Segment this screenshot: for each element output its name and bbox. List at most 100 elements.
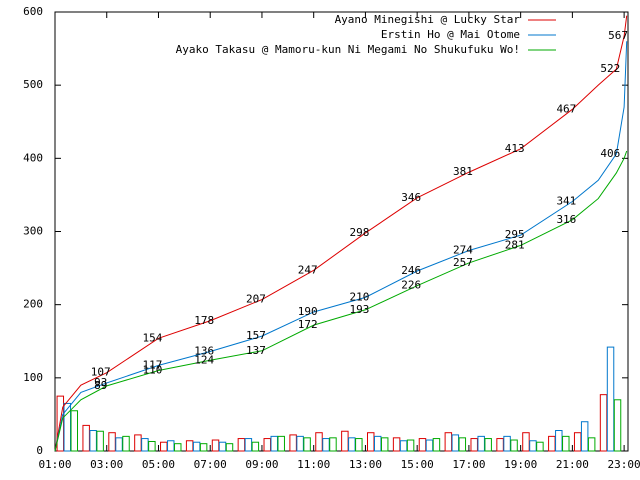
- hourly-bar: [303, 437, 311, 452]
- hourly-bar: [496, 438, 504, 452]
- data-label: 93: [94, 376, 107, 389]
- hourly-bar: [470, 438, 478, 452]
- data-label: 178: [194, 314, 214, 327]
- y-tick-label: 400: [23, 151, 43, 164]
- hourly-bar: [425, 439, 434, 452]
- hourly-bar: [218, 441, 227, 452]
- data-label: 193: [349, 303, 369, 316]
- data-label: 246: [401, 264, 421, 277]
- hourly-bar: [89, 430, 97, 452]
- data-label: 124: [194, 353, 214, 366]
- hourly-bar: [580, 421, 589, 452]
- hourly-bar: [174, 443, 182, 452]
- hourly-bar: [225, 443, 234, 452]
- legend-label: Ayako Takasu @ Mamoru-kun Ni Megami No S…: [176, 43, 520, 56]
- x-tick-label: 13:00: [349, 458, 382, 471]
- x-tick-label: 05:00: [142, 458, 175, 471]
- hourly-bar: [329, 437, 337, 452]
- hourly-bar: [418, 438, 427, 452]
- x-tick-label: 23:00: [608, 458, 640, 471]
- data-label: 207: [246, 293, 266, 306]
- data-label: 136: [194, 344, 214, 357]
- hourly-bar: [96, 430, 104, 452]
- x-tick-label: 19:00: [504, 458, 537, 471]
- hourly-bar: [606, 346, 615, 452]
- hourly-bar: [484, 438, 492, 452]
- data-label: 89: [94, 379, 107, 392]
- hourly-bar: [444, 432, 453, 452]
- legend-label: Erstin Ho @ Mai Otome: [381, 28, 520, 41]
- y-tick-label: 300: [23, 225, 43, 238]
- hourly-bar: [270, 435, 278, 452]
- hourly-bar: [392, 437, 401, 452]
- data-label: 210: [349, 290, 369, 303]
- y-tick-label: 0: [36, 444, 43, 457]
- legend-label: Ayano Minegishi @ Lucky Star: [335, 13, 521, 26]
- hourly-bar: [251, 441, 260, 452]
- hourly-bar: [296, 435, 304, 452]
- data-label: 117: [143, 358, 163, 371]
- hourly-bar: [373, 435, 382, 452]
- series-line: [54, 15, 628, 452]
- x-tick-label: 17:00: [452, 458, 485, 471]
- hourly-bar: [115, 437, 123, 452]
- y-tick-label: 500: [23, 78, 43, 91]
- hourly-bar: [211, 439, 220, 452]
- data-label: 157: [246, 329, 266, 342]
- hourly-bar: [56, 395, 65, 452]
- hourly-bar: [573, 432, 582, 452]
- data-label: 226: [401, 279, 421, 292]
- hourly-bar: [108, 432, 116, 452]
- hourly-bar: [315, 432, 323, 452]
- data-label: 316: [556, 213, 576, 226]
- hourly-bar: [613, 399, 622, 452]
- data-label: 110: [143, 364, 163, 377]
- data-label: 107: [91, 366, 111, 379]
- hourly-bar: [148, 440, 156, 452]
- hourly-bar: [477, 435, 485, 452]
- hourly-bar: [199, 443, 208, 452]
- hourly-bar: [341, 430, 349, 452]
- plot-border: [54, 11, 629, 452]
- y-tick-label: 200: [23, 298, 43, 311]
- x-tick-label: 11:00: [297, 458, 330, 471]
- data-label: 274: [453, 244, 473, 257]
- data-label: 295: [505, 228, 525, 241]
- data-label: 341: [556, 195, 576, 208]
- hourly-bar: [587, 437, 596, 452]
- hourly-bar: [432, 438, 441, 452]
- x-tick-label: 07:00: [194, 458, 227, 471]
- hourly-bar: [399, 440, 408, 452]
- hourly-bar: [536, 441, 544, 452]
- data-label: 522: [600, 62, 620, 75]
- data-label: 406: [600, 147, 620, 160]
- hourly-bar: [366, 432, 375, 452]
- hourly-bar: [522, 432, 530, 452]
- series-line: [54, 150, 628, 452]
- x-tick-label: 21:00: [556, 458, 589, 471]
- hourly-bar: [70, 410, 79, 452]
- x-tick-label: 01:00: [38, 458, 71, 471]
- hourly-bar: [63, 402, 72, 452]
- hourly-bar: [82, 424, 90, 452]
- x-tick-label: 03:00: [90, 458, 123, 471]
- hourly-bar: [562, 435, 570, 452]
- hourly-bar: [380, 437, 389, 452]
- hourly-bar: [406, 439, 415, 452]
- hourly-bar: [348, 437, 356, 452]
- data-label: 467: [556, 102, 576, 115]
- hourly-bar: [192, 441, 201, 452]
- hourly-bar: [529, 440, 537, 452]
- hourly-bar: [277, 435, 285, 452]
- hourly-bar: [510, 439, 518, 452]
- hourly-bar: [134, 434, 142, 452]
- hourly-bar: [451, 434, 460, 452]
- data-label: 346: [401, 191, 421, 204]
- hourly-bar: [237, 438, 246, 452]
- data-label: 413: [505, 142, 525, 155]
- hourly-bar: [503, 435, 511, 452]
- data-label: 172: [298, 318, 318, 331]
- hourly-bar: [355, 438, 363, 452]
- hourly-bar: [548, 435, 556, 452]
- data-label: 298: [349, 226, 369, 239]
